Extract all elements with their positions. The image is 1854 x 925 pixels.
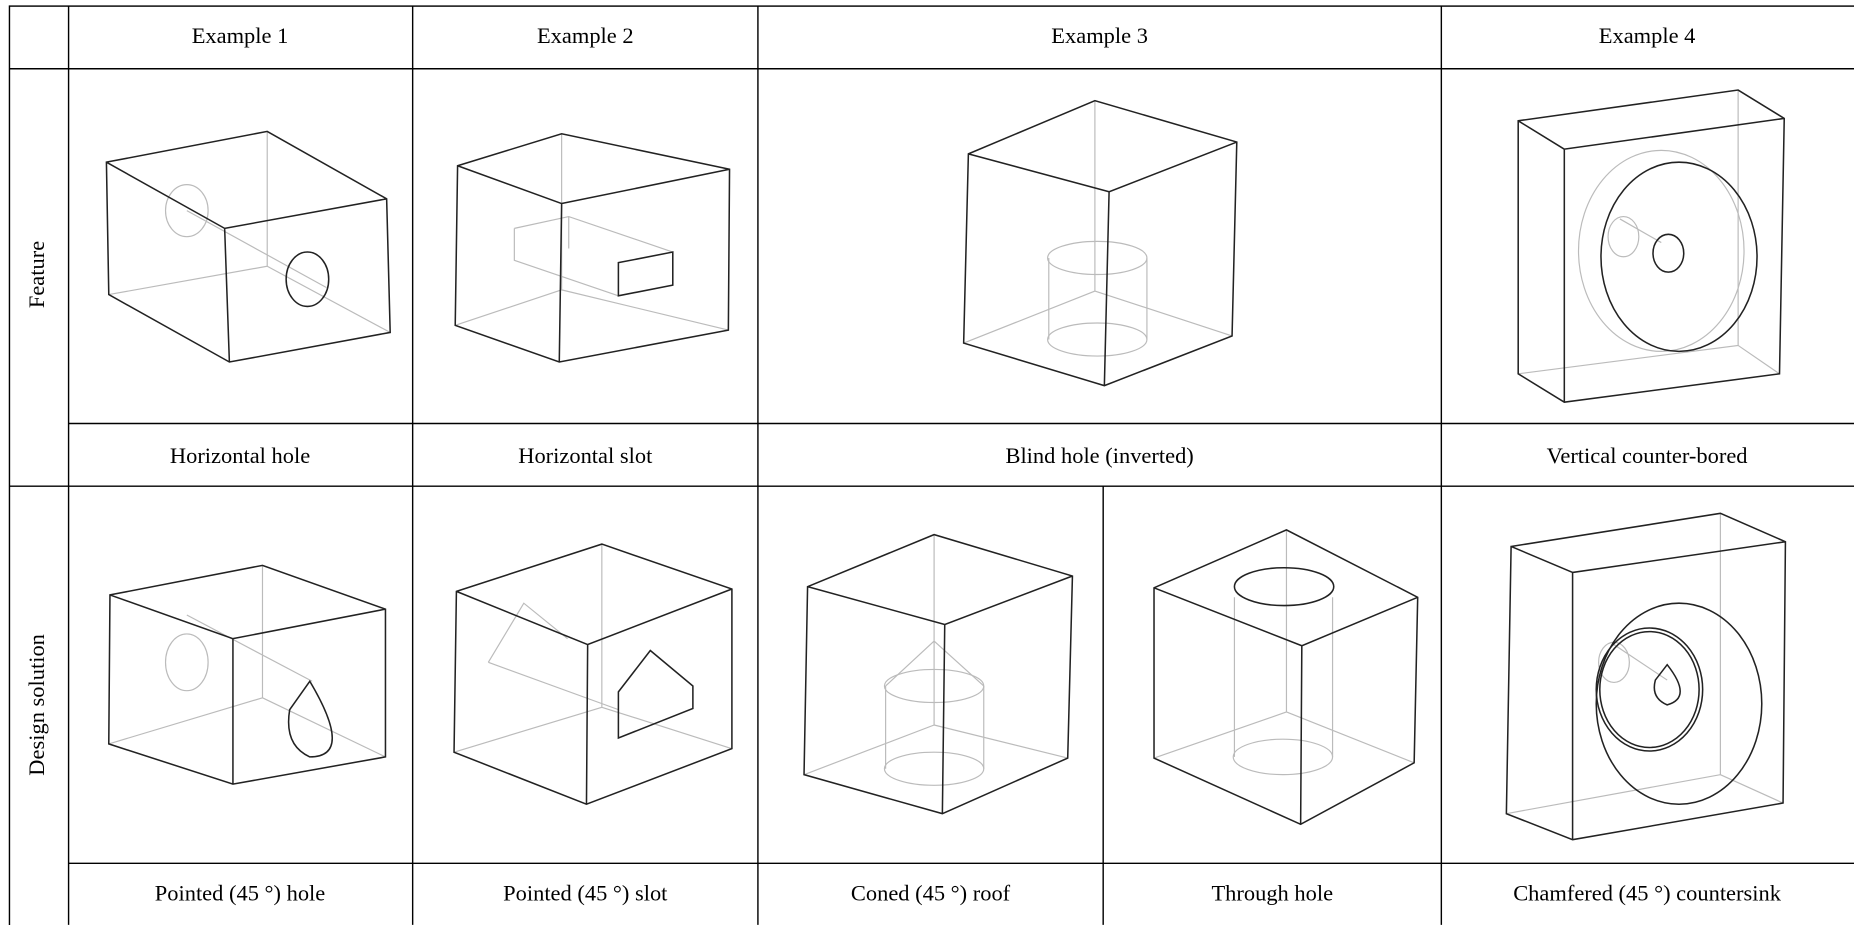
row-label: Design solution (24, 634, 49, 776)
header: Example 1 (192, 23, 289, 48)
caption: Horizontal slot (518, 443, 653, 468)
drawings (105, 89, 1787, 841)
caption: Through hole (1211, 880, 1333, 905)
caption: Vertical counter-bored (1547, 443, 1748, 468)
header: Example 4 (1599, 23, 1696, 48)
caption: Pointed (45 °) hole (155, 880, 326, 905)
caption: Blind hole (inverted) (1005, 443, 1193, 468)
caption: Coned (45 °) roof (851, 880, 1011, 905)
caption: Pointed (45 °) slot (503, 880, 668, 905)
caption: Chamfered (45 °) countersink (1513, 880, 1782, 905)
caption: Horizontal hole (170, 443, 310, 468)
header: Example 3 (1051, 23, 1148, 48)
grid (8, 5, 1854, 925)
row-label: Feature (24, 241, 49, 308)
header: Example 2 (537, 23, 634, 48)
